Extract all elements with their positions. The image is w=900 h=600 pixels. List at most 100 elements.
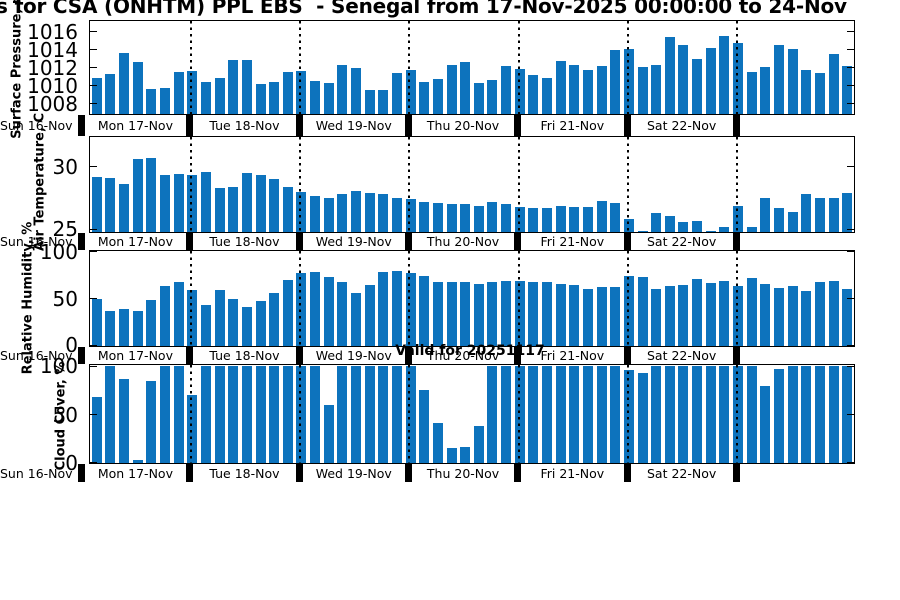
day-label: Wed 19-Nov (315, 465, 392, 481)
relative-humidity-bar (610, 287, 621, 346)
air-temperature-bar (282, 186, 293, 232)
day-label: Fri 21-Nov (540, 465, 605, 481)
relative-humidity-bar (255, 301, 266, 346)
air-temperature-bar (105, 177, 116, 232)
air-temperature-bar (364, 193, 375, 232)
relative-humidity-bar (228, 299, 239, 346)
air-temperature-bar (801, 194, 812, 232)
surface-pressure-bar (241, 59, 252, 114)
y-tick (90, 165, 97, 168)
cloud-cover-bar (460, 447, 471, 463)
surface-pressure-bar (255, 83, 266, 114)
air-temperature-bar (296, 191, 307, 232)
cloud-cover-bar (228, 366, 239, 463)
cloud-cover-bar (746, 366, 757, 463)
day-label: Fri 21-Nov (540, 117, 605, 133)
air-temperature-bar (528, 208, 539, 232)
air-temperature-bar (487, 201, 498, 232)
day-boundary-dotted-line (517, 136, 520, 232)
cloud-cover-bar (664, 366, 675, 463)
surface-pressure-bar (801, 69, 812, 114)
surface-pressure-bar (487, 80, 498, 114)
day-separator (77, 233, 85, 250)
relative-humidity-bar (460, 281, 471, 346)
relative-humidity-plot (89, 250, 855, 347)
surface-pressure-bar (105, 74, 116, 114)
relative-humidity-bar (351, 292, 362, 346)
surface-pressure-bar (214, 77, 225, 114)
surface-pressure-bar (692, 58, 703, 114)
y-tick (847, 228, 854, 231)
cloud-cover-tick-label: 50 (52, 402, 78, 427)
air-temperature-bar (460, 204, 471, 232)
relative-humidity-bar (842, 289, 853, 346)
y-tick (847, 31, 854, 33)
relative-humidity-bar (296, 273, 307, 346)
relative-humidity-bar (446, 281, 457, 346)
cloud-cover-bar (391, 366, 402, 463)
day-boundary-dotted-line (189, 136, 192, 232)
surface-pressure-bar (446, 65, 457, 114)
air-temperature-bar (582, 206, 593, 232)
air-temperature-bar (432, 203, 443, 232)
day-separator (623, 233, 631, 250)
day-boundary-dotted-line (189, 251, 192, 346)
cloud-cover-bar (146, 380, 157, 463)
cloud-cover-bar (241, 366, 252, 463)
day-boundary-dotted-line (189, 364, 192, 463)
y-tick (90, 344, 97, 347)
cloud-cover-bar (542, 366, 553, 463)
surface-pressure-tick-label: 1012 (27, 55, 78, 80)
relative-humidity-bar (378, 272, 389, 346)
cloud-cover-bar (269, 366, 280, 463)
air-temperature-bar (569, 206, 580, 232)
y-tick (90, 250, 97, 253)
air-temperature-bar (146, 157, 157, 232)
y-tick (90, 49, 97, 51)
air-temperature-bar (446, 204, 457, 232)
air-temperature-bar (692, 220, 703, 232)
surface-pressure-bar (187, 71, 198, 114)
surface-pressure-bar (664, 37, 675, 114)
relative-humidity-bar (678, 285, 689, 346)
day-separator (404, 114, 412, 136)
air-temperature-bar (542, 208, 553, 232)
air-temperature-bar (200, 171, 211, 232)
relative-humidity-bar (664, 286, 675, 346)
surface-pressure-bar (310, 81, 321, 114)
air-temperature-bar (773, 208, 784, 232)
surface-pressure-bar (419, 82, 430, 114)
relative-humidity-bar (582, 289, 593, 346)
air-temperature-tick-label: 25 (52, 217, 78, 242)
relative-humidity-bar (173, 281, 184, 346)
start-day-label: Sun 16-Nov (0, 234, 73, 249)
pressure-axis-label: Surface Pressure, mb (9, 0, 25, 139)
y-tick (90, 413, 97, 416)
day-label: Tue 18-Nov (209, 234, 280, 249)
air-temperature-bar (760, 198, 771, 232)
cloud-cover-bar (282, 366, 293, 463)
day-boundary-dotted-line (299, 364, 302, 463)
cloud-cover-bar (91, 397, 102, 463)
relative-humidity-tick-label: 100 (39, 239, 78, 264)
surface-pressure-tick-label: 1008 (27, 91, 78, 116)
day-separator (295, 464, 303, 482)
day-label: Thu 20-Nov (426, 347, 500, 363)
air-temperature-bar (214, 188, 225, 232)
day-separator (186, 347, 194, 364)
surface-pressure-bar (364, 90, 375, 114)
surface-pressure-bar (719, 36, 730, 114)
relative-humidity-bar (719, 280, 730, 346)
day-separator (186, 233, 194, 250)
surface-pressure-bar (542, 77, 553, 114)
y-tick (90, 102, 97, 105)
day-boundary-dotted-line (517, 364, 520, 463)
surface-pressure-bar (91, 77, 102, 114)
air-temperature-bar (405, 199, 416, 232)
air-temperature-bar (719, 226, 730, 232)
day-label: Sat 22-Nov (647, 347, 717, 363)
relative-humidity-bar (596, 287, 607, 346)
day-separator (514, 233, 522, 250)
day-separator (732, 233, 740, 250)
cloud-cover-bar (801, 366, 812, 463)
